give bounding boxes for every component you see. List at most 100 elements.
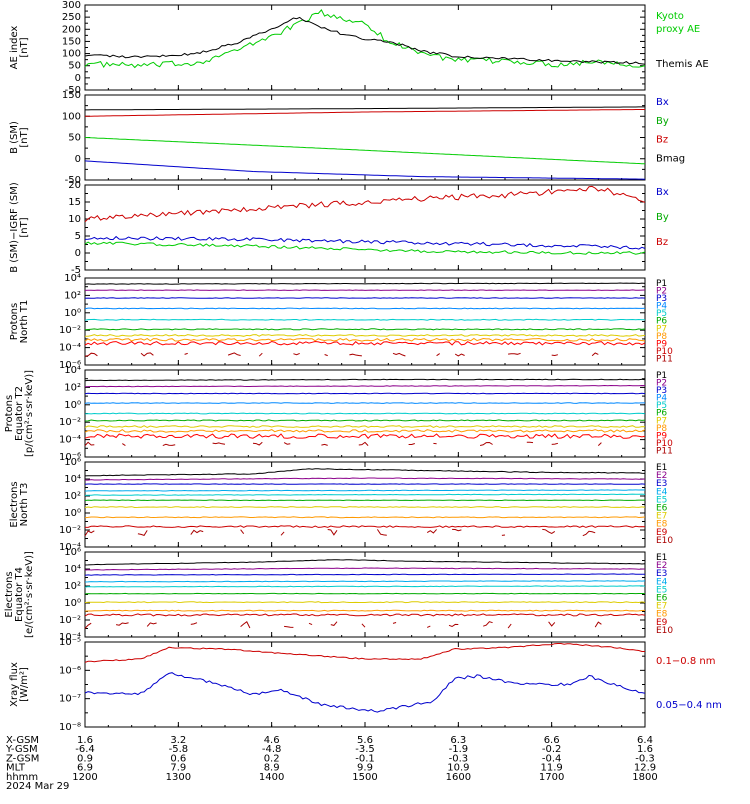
series-line-e9 <box>85 526 645 528</box>
series-line-e10 <box>138 530 147 535</box>
series-line-p7 <box>85 335 645 337</box>
panel-frame <box>85 642 645 727</box>
y-axis-label: [W/m²] <box>19 667 30 702</box>
panel-frame <box>85 5 645 90</box>
legend-entry: 0.1−0.8 nm <box>656 656 715 667</box>
series-line-p1 <box>85 379 645 380</box>
series-line-e10 <box>191 530 203 534</box>
series-line-e10 <box>116 623 129 625</box>
series-line-p7 <box>85 426 645 428</box>
series-line-e4 <box>85 581 645 582</box>
y-tick-label: 10⁴ <box>64 365 81 376</box>
y-tick-label: 10 <box>68 214 81 225</box>
legend-entry: Bz <box>656 237 668 248</box>
y-tick-label: 10² <box>64 581 81 592</box>
series-line-e1 <box>85 560 645 565</box>
y-tick-label: 10⁰ <box>64 400 81 411</box>
series-line-p11 <box>325 355 328 356</box>
series-line-e10 <box>377 529 386 535</box>
series-line-e10 <box>583 531 595 535</box>
series-line-p11 <box>141 353 153 356</box>
legend-entry: Bz <box>656 135 668 146</box>
series-line-kyoto-proxy-ae <box>85 10 645 68</box>
series-line-p11 <box>409 444 415 445</box>
x-tick-value: 1500 <box>352 772 377 783</box>
series-line-p11 <box>552 355 558 356</box>
series-line-p11 <box>284 443 290 445</box>
series-line-e10 <box>241 622 250 628</box>
y-tick-label: 10⁴ <box>64 564 81 575</box>
panel-frame <box>85 278 645 365</box>
y-axis-label: North T3 <box>19 483 30 527</box>
legend-entry: By <box>656 212 669 223</box>
series-line-p11 <box>349 354 362 356</box>
series-line-e6 <box>85 593 645 594</box>
series-line-p8 <box>85 430 645 433</box>
y-tick-label: 100 <box>62 49 81 60</box>
series-line-p11 <box>185 353 188 354</box>
y-tick-label: 10⁻⁷ <box>59 694 81 705</box>
series-line-p6 <box>85 420 645 421</box>
series-line-p11 <box>163 444 175 445</box>
series-line-e10 <box>393 623 396 624</box>
series-line-p5 <box>85 319 645 320</box>
y-tick-label: 10⁻⁶ <box>59 665 81 676</box>
series-line-p11 <box>85 353 97 356</box>
series-line-e10 <box>549 622 555 626</box>
series-line-p11 <box>437 354 440 356</box>
x-tick-value: 1400 <box>259 772 284 783</box>
x-tick-value: 1800 <box>632 772 657 783</box>
y-tick-label: 0 <box>75 154 81 165</box>
series-line-bz <box>85 186 645 221</box>
series-line-e1 <box>85 469 645 476</box>
series-line-p11 <box>293 353 299 354</box>
y-tick-label: 10² <box>64 290 81 301</box>
y-axis-label: North T1 <box>19 300 30 344</box>
legend-entry: By <box>656 116 669 127</box>
series-line-themis-ae <box>85 17 645 64</box>
series-line-e5 <box>85 494 645 495</box>
y-axis-label: [nT] <box>19 127 30 147</box>
series-line-p4 <box>85 308 645 309</box>
y-tick-label: 0 <box>75 73 81 84</box>
y-tick-label: 15 <box>68 197 81 208</box>
legend-entry: Bx <box>656 97 669 108</box>
y-tick-label: 10⁻² <box>59 417 81 428</box>
x-tick-value: 1200 <box>72 772 97 783</box>
series-line-e3 <box>85 484 645 485</box>
series-line-p11 <box>228 353 241 356</box>
series-line-e9 <box>85 614 645 616</box>
y-tick-label: 300 <box>62 0 81 11</box>
series-line-e10 <box>85 531 94 536</box>
series-line-e10 <box>284 626 293 627</box>
series-line-p6 <box>85 329 645 330</box>
legend-entry: proxy AE <box>656 24 700 35</box>
y-tick-label: 10⁻² <box>59 325 81 336</box>
y-tick-label: 10⁶ <box>64 547 81 558</box>
y-tick-label: 50 <box>68 61 81 72</box>
y-tick-label: 10⁻⁵ <box>59 637 81 648</box>
y-tick-label: 0 <box>75 248 81 259</box>
series-line-bz <box>85 110 645 117</box>
x-tick-value: 1300 <box>166 772 191 783</box>
series-line-bmag <box>85 107 645 110</box>
series-line-p1 <box>85 283 645 284</box>
series-line-e2 <box>85 568 645 570</box>
y-tick-label: 10⁻² <box>59 615 81 626</box>
series-line-e10 <box>331 622 337 626</box>
y-tick-label: 10² <box>64 382 81 393</box>
legend-entry: 0.05−0.4 nm <box>656 700 722 711</box>
y-tick-label: 10⁰ <box>64 308 81 319</box>
y-tick-label: 10⁰ <box>64 508 81 519</box>
series-line-p9 <box>85 434 645 438</box>
y-tick-label: 50 <box>68 133 81 144</box>
y-tick-label: 200 <box>62 24 81 35</box>
series-line-e7 <box>85 507 645 508</box>
legend-entry: Bmag <box>656 153 685 164</box>
series-line-p11 <box>85 442 94 445</box>
